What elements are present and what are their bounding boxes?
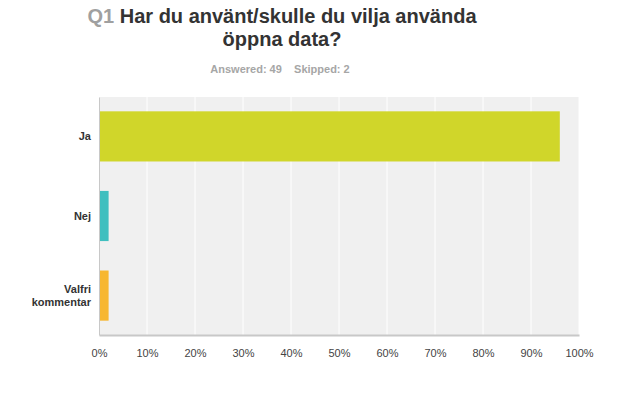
tick: 20% xyxy=(184,335,206,359)
tick: 10% xyxy=(136,335,158,359)
tick-label: 60% xyxy=(376,347,398,359)
tick: Nej xyxy=(74,210,99,222)
category-axis: Ja Nej Valfrikommentar xyxy=(32,98,100,336)
tick-label: 0% xyxy=(92,347,108,359)
bar xyxy=(99,191,109,241)
tick: Valfrikommentar xyxy=(32,283,99,308)
tick-label: 10% xyxy=(136,347,158,359)
category-label: Valfrikommentar xyxy=(32,283,92,308)
tick: 60% xyxy=(376,335,398,359)
tick-label: 90% xyxy=(520,347,542,359)
title-text: Har du använt/skulle du vilja använda xyxy=(120,5,478,27)
title-line: öppna data? xyxy=(223,28,342,50)
grid-line xyxy=(579,97,580,335)
tick-label: 30% xyxy=(232,347,254,359)
bars xyxy=(99,111,560,320)
axis-line xyxy=(99,98,100,336)
category-label: Nej xyxy=(74,210,91,222)
plot-background xyxy=(99,97,579,335)
bar xyxy=(99,111,560,161)
tick: 100% xyxy=(565,335,593,359)
tick: 90% xyxy=(520,335,542,359)
title-text: öppna data? xyxy=(223,28,342,50)
chart: Q1 Har du använt/skulle du vilja använda… xyxy=(0,0,644,397)
tick: 40% xyxy=(280,335,302,359)
tick: 80% xyxy=(472,335,494,359)
tick-label: 80% xyxy=(472,347,494,359)
subtitle: Answered: 49 Skipped: 2 xyxy=(210,63,349,75)
category-label-line: Valfri xyxy=(64,283,91,295)
tick: Ja xyxy=(79,130,99,142)
tick-label: 50% xyxy=(328,347,350,359)
category-label: Ja xyxy=(79,130,92,142)
tick-label: 20% xyxy=(184,347,206,359)
title-line: Q1 Har du använt/skulle du vilja använda xyxy=(87,5,477,27)
title: Q1 Har du använt/skulle du vilja använda… xyxy=(87,5,477,50)
question-number: Q1 xyxy=(87,5,119,27)
tick-label: 100% xyxy=(565,347,593,359)
axis-line xyxy=(100,335,580,337)
grid xyxy=(99,97,579,335)
tick: 30% xyxy=(232,335,254,359)
tick: 0% xyxy=(92,335,108,359)
tick-label: 40% xyxy=(280,347,302,359)
tick: 50% xyxy=(328,335,350,359)
category-label-line: kommentar xyxy=(32,296,92,308)
value-axis: 0% 10% 20% 30% 40% 50% 60% 70% 80% 90% 100% xyxy=(92,335,594,359)
tick-label: 70% xyxy=(424,347,446,359)
grid-line xyxy=(99,97,100,335)
tick: 70% xyxy=(424,335,446,359)
bar xyxy=(99,271,109,321)
